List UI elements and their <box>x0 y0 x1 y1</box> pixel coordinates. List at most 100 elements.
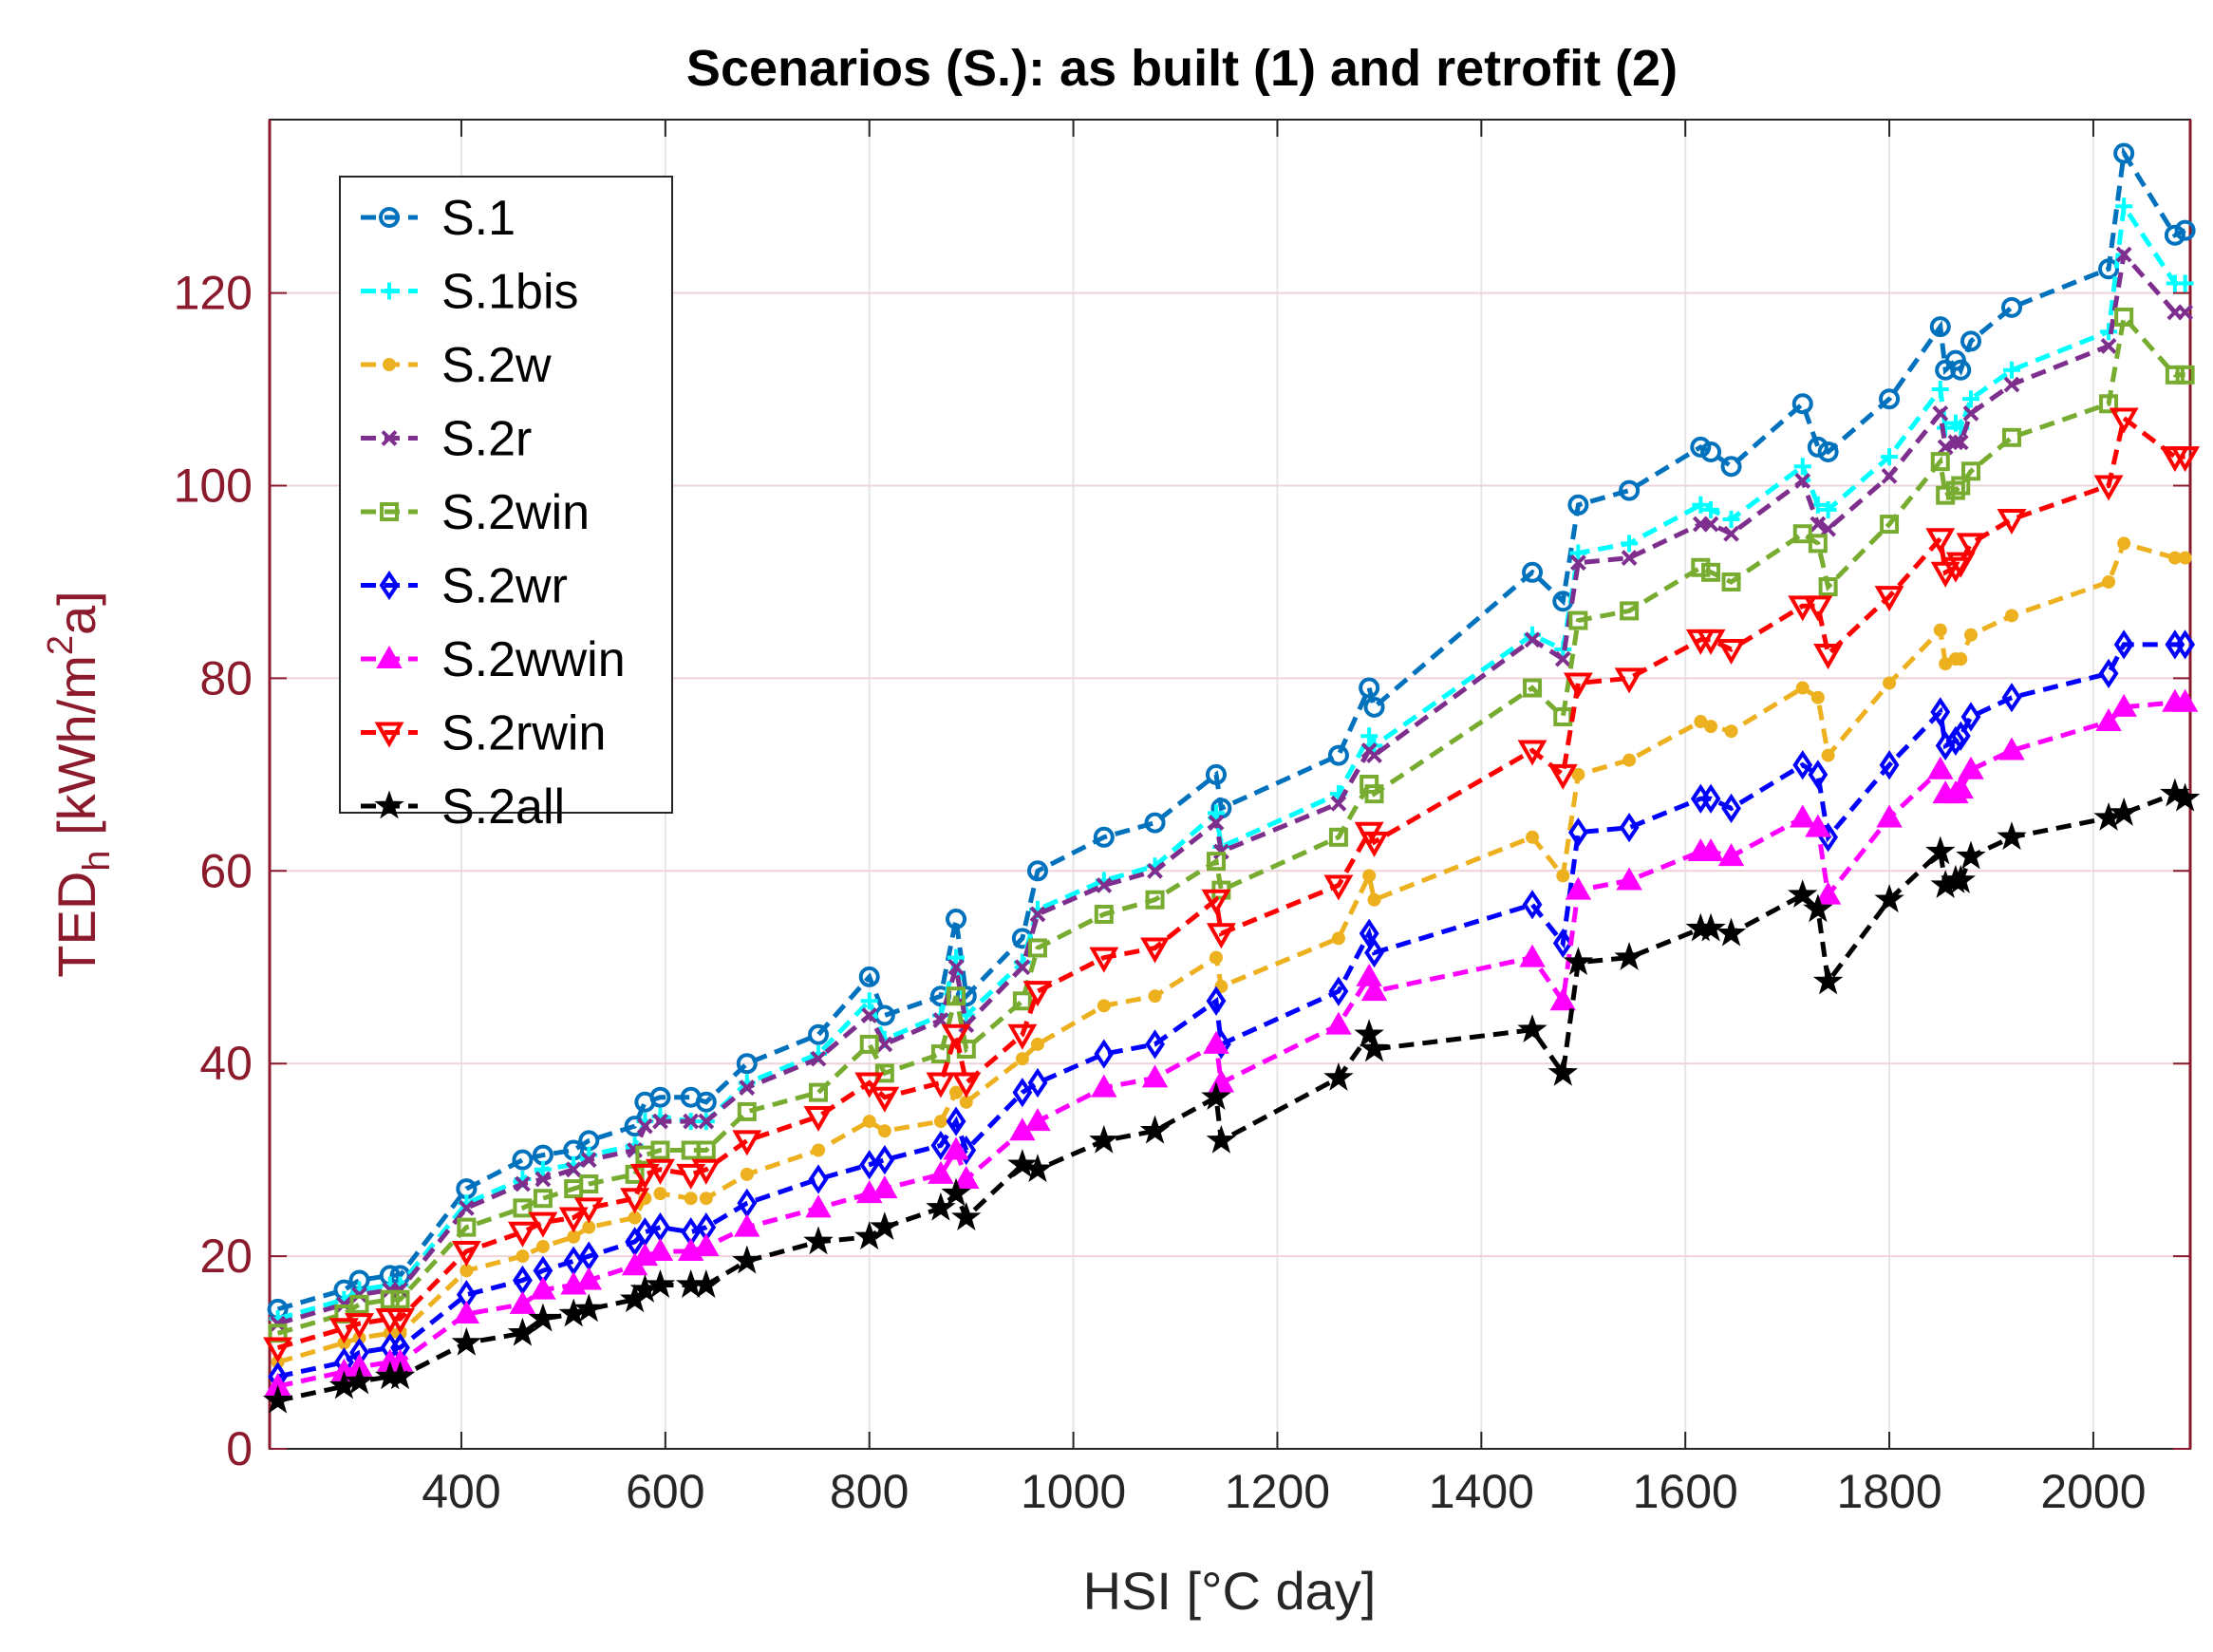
data-point <box>1788 595 1818 622</box>
data-point <box>1089 1124 1119 1154</box>
data-point <box>534 1160 552 1178</box>
legend-label: S.2r <box>441 412 532 467</box>
data-point <box>740 1167 754 1181</box>
series-layer <box>262 142 2201 1414</box>
data-point <box>1945 864 1976 893</box>
y-tick-label: 80 <box>199 651 253 704</box>
data-point <box>629 1163 660 1190</box>
data-point <box>1089 947 1119 973</box>
data-point <box>1141 1064 1169 1088</box>
data-point <box>512 1149 534 1171</box>
legend-label: S.2rwin <box>441 706 606 761</box>
data-point <box>1794 473 1811 489</box>
data-point <box>2176 274 2194 292</box>
data-point <box>1701 562 1721 582</box>
data-point <box>1945 725 1966 756</box>
data-point <box>1144 812 1166 834</box>
data-point <box>2100 323 2118 341</box>
legend-marker <box>380 502 399 521</box>
data-point <box>1145 1029 1165 1060</box>
data-point <box>558 1207 589 1233</box>
data-point <box>696 1140 716 1160</box>
data-point <box>1947 434 1964 451</box>
data-point <box>507 1317 538 1346</box>
data-point <box>870 1086 900 1113</box>
y-axis-label: TEDh [kWh/m2a] <box>41 591 118 977</box>
data-point <box>1620 601 1640 621</box>
data-point <box>1956 533 1986 559</box>
data-point <box>1007 1023 1038 1050</box>
ticks: 400 600 800 1000 1200 1400 1600 1800 2000 0 20 40 60… <box>174 120 2190 1518</box>
data-point <box>2175 365 2195 385</box>
chart-title: Scenarios (S.): as built (1) and retrofi… <box>686 40 1678 97</box>
data-point <box>2175 629 2196 660</box>
data-point <box>1547 1057 1578 1086</box>
data-point <box>1331 931 1345 946</box>
data-point <box>2117 536 2131 551</box>
data-point <box>1360 775 1379 794</box>
data-point <box>349 1294 369 1314</box>
data-point <box>1807 436 1829 458</box>
data-point <box>328 1318 359 1344</box>
data-point <box>1096 877 1113 893</box>
data-point <box>1929 316 1951 338</box>
data-point <box>1363 696 1385 718</box>
x-tick-label: 1800 <box>1836 1465 1941 1518</box>
data-point <box>1330 795 1347 812</box>
data-point <box>1094 904 1114 924</box>
data-point <box>693 1232 720 1256</box>
legend-label: S.2w <box>441 338 552 393</box>
data-point <box>1523 678 1543 698</box>
legend-box <box>339 176 673 814</box>
data-point <box>573 1197 604 1224</box>
data-point <box>1874 884 1904 913</box>
data-point <box>1956 840 1986 870</box>
data-point <box>1519 944 1546 967</box>
data-point <box>1360 727 1378 745</box>
data-point <box>1552 928 1573 958</box>
data-point <box>1022 1154 1053 1183</box>
data-point <box>1716 638 1746 666</box>
data-point <box>1696 912 1726 942</box>
data-point <box>1622 753 1637 767</box>
data-point <box>699 1192 713 1206</box>
data-point <box>580 1152 597 1169</box>
data-point <box>2114 307 2134 327</box>
data-point <box>1820 520 1837 537</box>
data-point <box>270 1315 287 1332</box>
data-point <box>1788 879 1818 909</box>
data-point <box>2095 708 2122 732</box>
data-point <box>1571 767 1585 781</box>
data-point <box>458 1199 475 1216</box>
data-point <box>385 1308 415 1335</box>
data-point <box>1328 827 1348 847</box>
data-point <box>1724 724 1738 739</box>
data-point <box>459 1264 474 1278</box>
y-tick-label: 0 <box>226 1422 253 1475</box>
data-point <box>1029 906 1046 923</box>
data-point <box>1810 690 1825 704</box>
data-point <box>1212 843 1229 860</box>
data-point <box>628 1211 642 1225</box>
data-point <box>1722 511 1740 529</box>
legend-marker <box>381 430 398 446</box>
data-point <box>928 1160 954 1184</box>
legend-marker <box>379 570 400 601</box>
data-point <box>808 1023 829 1045</box>
data-point <box>1795 681 1810 695</box>
data-point <box>351 1286 367 1304</box>
data-point <box>947 948 966 967</box>
data-point <box>1015 1052 1029 1066</box>
data-point <box>1932 405 1949 422</box>
data-point <box>947 986 966 1006</box>
data-point <box>1366 747 1382 763</box>
data-point <box>2004 609 2018 623</box>
data-point <box>2002 361 2020 379</box>
data-point <box>1517 1014 1547 1043</box>
data-point <box>2169 782 2201 812</box>
data-point <box>860 992 878 1010</box>
y-label-sub: h <box>76 850 118 871</box>
data-point <box>513 1198 533 1218</box>
data-point <box>1818 577 1838 597</box>
x-tick-label: 1000 <box>1021 1465 1126 1518</box>
